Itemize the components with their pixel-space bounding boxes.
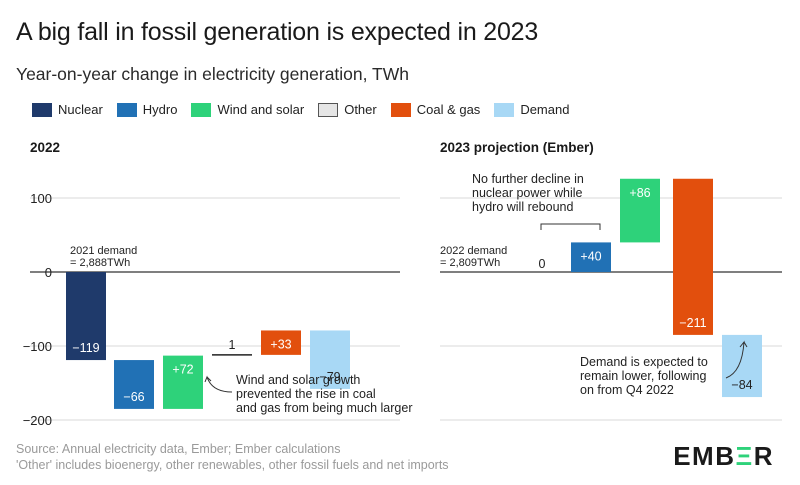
annotation-arrow (725, 340, 748, 379)
legend-label: Hydro (142, 102, 178, 117)
chart-subtitle: Year-on-year change in electricity gener… (16, 64, 409, 84)
y-tick-label: −100 (23, 339, 52, 354)
bar-nuclear (66, 272, 106, 361)
value-label-other: 1 (229, 338, 236, 352)
legend-label: Demand (520, 102, 570, 117)
bar-demand (310, 330, 350, 389)
y-tick-label: −200 (23, 413, 52, 428)
value-label-coal-gas: +33 (270, 337, 291, 351)
value-label-hydro: −66 (123, 390, 144, 404)
annotation-arrow (204, 375, 233, 393)
annotation-demand: Demand is expected to remain lower, follo… (580, 355, 708, 397)
legend-swatch (390, 102, 411, 117)
logo-text-right: R (753, 441, 774, 471)
legend-label: Coal & gas (416, 102, 481, 117)
legend-swatch (116, 102, 137, 117)
legend: Nuclear Hydro Wind and solar Other Coal … (32, 102, 583, 117)
annotation-wind-solar: Wind and solar growth prevented the rise … (236, 373, 412, 415)
legend-item-wind-solar: Wind and solar (191, 102, 304, 117)
footer-note: 'Other' includes bioenergy, other renewa… (16, 458, 449, 472)
y-tick-label: 100 (30, 191, 52, 206)
legend-swatch (191, 102, 212, 117)
ember-logo: EMBΞR (673, 441, 774, 472)
bar-coal-gas (261, 330, 301, 355)
panel-title-2022: 2022 (30, 140, 61, 155)
legend-swatch (32, 102, 52, 117)
value-label-demand: −84 (731, 378, 752, 392)
bar-wind-and-solar (163, 355, 203, 409)
legend-swatch (494, 102, 515, 117)
legend-label: Nuclear (58, 102, 103, 117)
value-label-hydro: +40 (580, 249, 601, 263)
annotation-bracket (540, 223, 601, 230)
legend-item-demand: Demand (494, 102, 569, 117)
legend-swatch (318, 102, 339, 117)
legend-item-coal-gas: Coal & gas (390, 102, 481, 117)
value-label-nuclear: −119 (72, 341, 99, 355)
logo-text-left: EMB (673, 441, 736, 471)
panel-title-2023: 2023 projection (Ember) (440, 140, 594, 155)
legend-label: Wind and solar (217, 102, 305, 117)
bar-coal-gas (673, 178, 713, 335)
baseline-note: 2021 demand = 2,888TWh (70, 245, 137, 269)
footer-source: Source: Annual electricity data, Ember; … (16, 442, 341, 456)
bar-wind-and-solar (620, 178, 660, 243)
value-label-wind-and-solar: +86 (629, 186, 650, 200)
bar-hydro (571, 242, 611, 272)
legend-item-hydro: Hydro (116, 102, 178, 117)
bar-hydro (114, 360, 154, 409)
legend-item-other: Other (318, 102, 377, 117)
y-tick-label: 0 (45, 265, 52, 280)
value-label-wind-and-solar: +72 (172, 363, 193, 377)
logo-mark: Ξ (735, 441, 754, 471)
value-label-coal-gas: −211 (679, 316, 706, 330)
baseline-note: 2022 demand = 2,809TWh (440, 245, 507, 269)
value-label-nuclear: 0 (539, 257, 546, 271)
legend-label: Other (344, 102, 377, 117)
waterfall-charts: 100 0 −100 −200 −119 −66 +72 1 +33 −79 0 +40 +86 −211… (23, 172, 782, 428)
annotation-nuclear-hydro: No further decline in nuclear power while… (472, 172, 584, 214)
value-label-demand: −79 (319, 370, 340, 384)
legend-item-nuclear: Nuclear (32, 102, 103, 117)
chart-title: A big fall in fossil generation is expec… (16, 18, 539, 46)
